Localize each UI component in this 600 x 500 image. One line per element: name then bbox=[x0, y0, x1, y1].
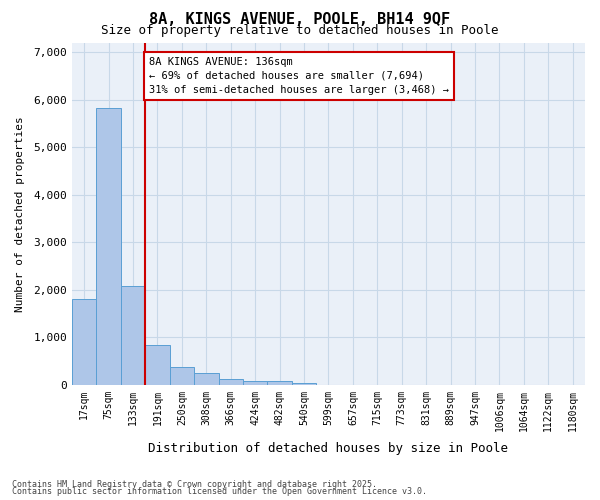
Text: Size of property relative to detached houses in Poole: Size of property relative to detached ho… bbox=[101, 24, 499, 37]
Bar bbox=[145, 345, 170, 385]
Bar bbox=[72, 300, 97, 385]
Bar bbox=[218, 378, 243, 385]
Text: 8A KINGS AVENUE: 136sqm
← 69% of detached houses are smaller (7,694)
31% of semi: 8A KINGS AVENUE: 136sqm ← 69% of detache… bbox=[149, 57, 449, 95]
Bar bbox=[97, 108, 121, 385]
Bar bbox=[292, 384, 316, 385]
Y-axis label: Number of detached properties: Number of detached properties bbox=[15, 116, 25, 312]
Text: Contains public sector information licensed under the Open Government Licence v3: Contains public sector information licen… bbox=[12, 487, 427, 496]
Text: 8A, KINGS AVENUE, POOLE, BH14 9QF: 8A, KINGS AVENUE, POOLE, BH14 9QF bbox=[149, 12, 451, 28]
Bar bbox=[194, 374, 218, 385]
Bar bbox=[170, 368, 194, 385]
Text: Contains HM Land Registry data © Crown copyright and database right 2025.: Contains HM Land Registry data © Crown c… bbox=[12, 480, 377, 489]
Bar bbox=[121, 286, 145, 385]
X-axis label: Distribution of detached houses by size in Poole: Distribution of detached houses by size … bbox=[148, 442, 508, 455]
Bar bbox=[243, 380, 268, 385]
Bar bbox=[268, 380, 292, 385]
